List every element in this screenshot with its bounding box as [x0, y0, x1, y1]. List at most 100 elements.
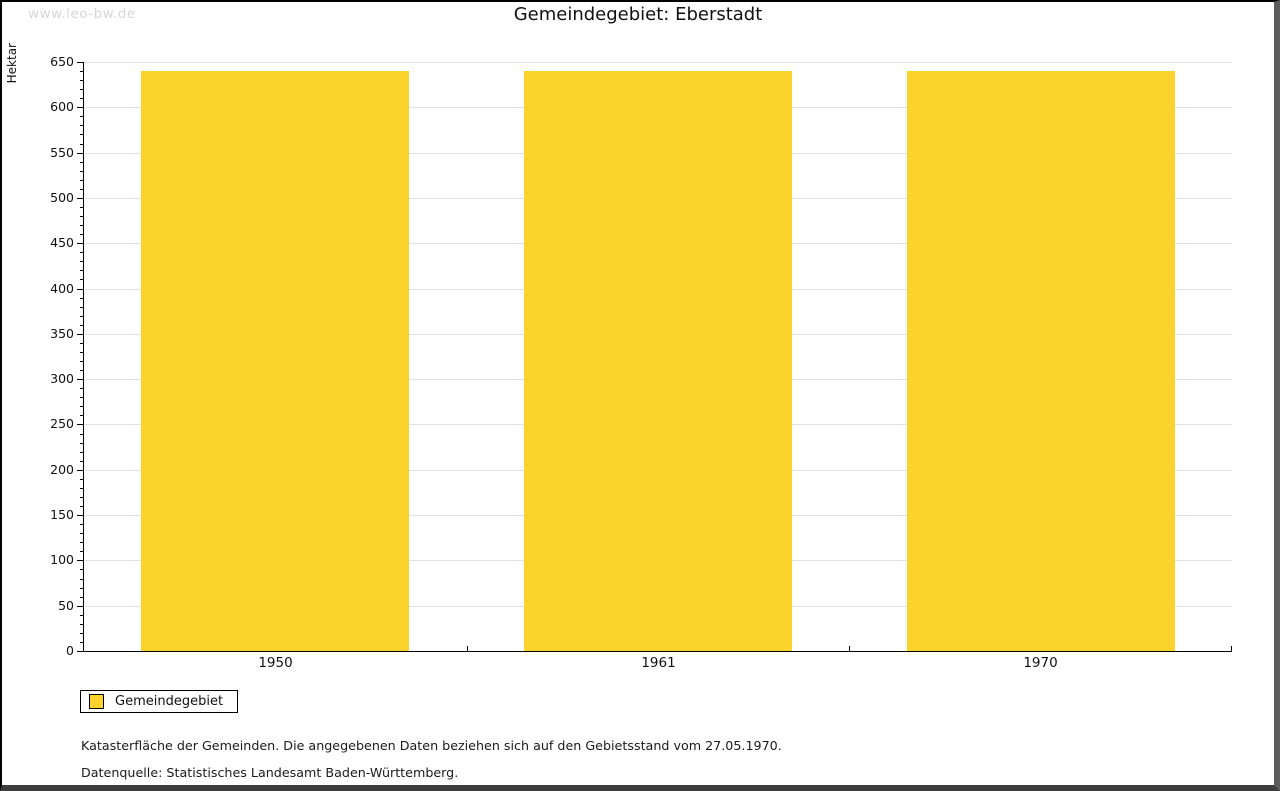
y-tick-minor: [80, 588, 84, 589]
y-tick-minor: [80, 189, 84, 190]
y-tick-minor: [80, 279, 84, 280]
y-tick-minor: [80, 624, 84, 625]
y-tick-minor: [80, 461, 84, 462]
y-tick-minor: [80, 642, 84, 643]
y-tick-major: [77, 515, 84, 516]
y-tick-label: 400: [50, 281, 74, 296]
y-tick-major: [77, 198, 84, 199]
y-tick-major: [77, 651, 84, 652]
y-tick-minor: [80, 443, 84, 444]
y-tick-minor: [80, 615, 84, 616]
y-tick-minor: [80, 298, 84, 299]
y-tick-minor: [80, 533, 84, 534]
legend-swatch: [89, 694, 104, 709]
watermark: www.leo-bw.de: [28, 6, 136, 22]
x-tick-label: 1970: [1023, 655, 1058, 671]
y-tick-major: [77, 560, 84, 561]
y-tick-minor: [80, 71, 84, 72]
y-tick-major: [77, 62, 84, 63]
x-tick-label: 1950: [258, 655, 293, 671]
y-tick-minor: [80, 452, 84, 453]
y-tick-minor: [80, 134, 84, 135]
legend-label: Gemeindegebiet: [115, 694, 224, 709]
bar-1961: [524, 71, 792, 651]
y-tick-major: [77, 153, 84, 154]
y-tick-minor: [80, 524, 84, 525]
y-tick-minor: [80, 325, 84, 326]
footnote-data-source: Datenquelle: Statistisches Landesamt Bad…: [81, 764, 459, 780]
y-tick-label: 300: [50, 371, 74, 386]
y-tick-minor: [80, 207, 84, 208]
y-tick-minor: [80, 497, 84, 498]
x-tick-label: 1961: [641, 655, 676, 671]
y-tick-minor: [80, 316, 84, 317]
y-tick-label: 50: [58, 598, 74, 613]
y-tick-minor: [80, 542, 84, 543]
y-tick-minor: [80, 125, 84, 126]
y-tick-minor: [80, 434, 84, 435]
y-tick-major: [77, 289, 84, 290]
y-tick-minor: [80, 162, 84, 163]
y-tick-minor: [80, 633, 84, 634]
y-tick-label: 500: [50, 190, 74, 205]
y-tick-label: 250: [50, 416, 74, 431]
y-tick-minor: [80, 352, 84, 353]
y-tick-major: [77, 243, 84, 244]
x-boundary-tick: [467, 646, 468, 651]
y-tick-minor: [80, 343, 84, 344]
y-tick-minor: [80, 225, 84, 226]
y-axis-label: Hektar: [5, 43, 19, 84]
bar-1970: [907, 71, 1175, 651]
y-tick-minor: [80, 388, 84, 389]
y-tick-minor: [80, 579, 84, 580]
bar-1950: [141, 71, 409, 651]
y-tick-label: 350: [50, 326, 74, 341]
plot-area: 0 50 100 150 200 250 300 350 400 450 500 550 600 650 1…: [50, 54, 1232, 671]
y-tick-label: 0: [66, 643, 74, 658]
y-tick-minor: [80, 370, 84, 371]
y-tick-major: [77, 424, 84, 425]
y-tick-minor: [80, 89, 84, 90]
y-tick-label: 450: [50, 235, 74, 250]
legend-box: Gemeindegebiet: [80, 690, 239, 713]
y-tick-minor: [80, 98, 84, 99]
y-tick-minor: [80, 569, 84, 570]
y-tick-minor: [80, 551, 84, 552]
y-tick-minor: [80, 597, 84, 598]
y-tick-minor: [80, 406, 84, 407]
y-tick-minor: [80, 415, 84, 416]
y-tick-major: [77, 379, 84, 380]
y-tick-minor: [80, 144, 84, 145]
y-tick-minor: [80, 361, 84, 362]
y-tick-label: 550: [50, 145, 74, 160]
y-tick-label: 100: [50, 552, 74, 567]
footnote-source-note: Katasterfläche der Gemeinden. Die angege…: [81, 737, 782, 753]
y-tick-major: [77, 470, 84, 471]
y-tick-minor: [80, 506, 84, 507]
x-boundary-tick: [849, 646, 850, 651]
y-tick-minor: [80, 488, 84, 489]
y-tick-major: [77, 107, 84, 108]
y-tick-minor: [80, 234, 84, 235]
y-tick-minor: [80, 216, 84, 217]
y-tick-minor: [80, 252, 84, 253]
gridline: [84, 62, 1232, 63]
y-tick-label: 650: [50, 54, 74, 69]
y-tick-minor: [80, 479, 84, 480]
chart-title: Gemeindegebiet: Eberstadt: [513, 4, 763, 25]
y-tick-minor: [80, 80, 84, 81]
y-tick-label: 600: [50, 99, 74, 114]
y-tick-major: [77, 334, 84, 335]
y-tick-minor: [80, 171, 84, 172]
y-tick-label: 200: [50, 462, 74, 477]
y-tick-minor: [80, 180, 84, 181]
y-tick-major: [77, 606, 84, 607]
y-tick-minor: [80, 270, 84, 271]
y-tick-minor: [80, 307, 84, 308]
y-tick-minor: [80, 116, 84, 117]
y-tick-label: 150: [50, 507, 74, 522]
x-axis-end-tick: [1231, 646, 1232, 651]
y-tick-minor: [80, 261, 84, 262]
y-tick-minor: [80, 397, 84, 398]
